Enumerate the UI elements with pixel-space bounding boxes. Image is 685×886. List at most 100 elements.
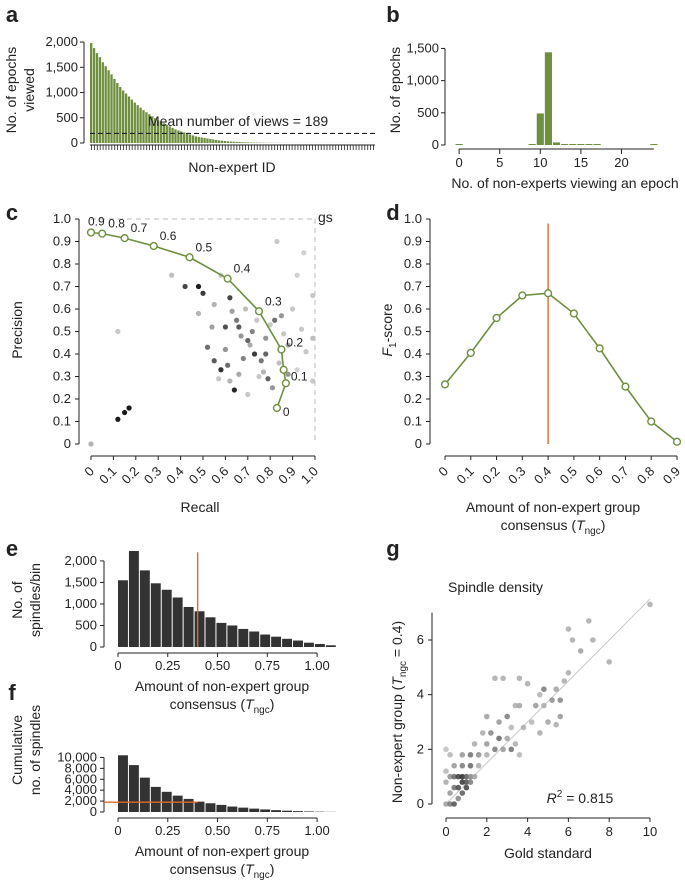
g-point [463, 784, 470, 791]
a-bar [241, 142, 244, 143]
c-point [260, 369, 267, 375]
c-y-tick-label: 0.6 [53, 301, 71, 316]
f-x-label-consensus: consensus (Tngc) [170, 861, 275, 881]
g-point [443, 801, 449, 807]
a-bar [200, 137, 203, 143]
g-point [561, 678, 568, 684]
c-point [236, 371, 242, 377]
e-x-tick-label: 0.25 [155, 658, 180, 673]
g-point [537, 691, 543, 698]
c-x-tick-label: 1.0 [298, 464, 321, 487]
g-point [557, 713, 564, 720]
d-f1-point [440, 380, 450, 389]
a-bar [217, 140, 221, 143]
b-x-tick-label: 10 [533, 155, 547, 170]
g-point [455, 773, 462, 780]
c-point [115, 416, 121, 422]
a-bar [101, 62, 104, 143]
panel-label-e: e [6, 536, 18, 561]
b-bar [455, 144, 463, 145]
g-point [447, 773, 453, 780]
a-y-label: No. of epochs [3, 47, 19, 133]
d-x-tick-label: 0.2 [479, 464, 502, 487]
g-point [565, 670, 572, 676]
e-bar [314, 643, 325, 647]
c-point [227, 295, 233, 301]
f-x-tick-label: 0.50 [205, 823, 230, 838]
g-point [492, 675, 498, 682]
c-curve-point [223, 274, 232, 283]
c-point [276, 360, 282, 366]
c-point [234, 317, 240, 323]
c-curve-label: 0.9 [88, 215, 105, 229]
c-curve-label: 0.7 [131, 221, 148, 235]
a-bar [156, 120, 160, 143]
d-x-tick-label: 0.5 [557, 464, 580, 487]
c-point [269, 385, 276, 391]
a-bar [90, 43, 93, 143]
c-y-tick-label: 0.3 [53, 369, 71, 384]
f-x-tick-label: 0.25 [155, 823, 180, 838]
a-bar [177, 130, 180, 143]
d-y-tick-label: 0.7 [404, 279, 422, 294]
c-y-tick-label: 0.8 [53, 256, 71, 271]
c-point [281, 331, 287, 337]
g-point [451, 773, 457, 780]
g-point [508, 746, 515, 753]
c-point [211, 301, 217, 308]
a-y-tick-label: 0 [71, 135, 78, 150]
a-bar [188, 134, 192, 143]
a-bar [171, 127, 174, 143]
e-bar [293, 640, 303, 647]
b-bar [650, 144, 658, 145]
g-point [586, 618, 592, 624]
g-x-tick-label: 8 [606, 824, 613, 839]
c-x-tick-label: 0.7 [231, 464, 254, 487]
c-curve-label: 0.1 [291, 369, 308, 383]
c-x-label: Recall [181, 499, 220, 515]
f-bar [194, 801, 205, 812]
g-point [541, 702, 547, 709]
c-point [285, 371, 291, 377]
g-point [647, 601, 653, 608]
g-point [508, 724, 515, 731]
panel-label-b: b [386, 2, 399, 27]
g-point [569, 637, 576, 643]
f-y-label: Cumulative [9, 715, 25, 785]
b-x-label: No. of non-experts viewing an epoch [451, 175, 678, 191]
g-point [467, 779, 474, 785]
c-point [278, 313, 284, 319]
e-bar [183, 606, 194, 647]
c-point [195, 283, 202, 290]
a-bar [174, 129, 177, 143]
c-point [209, 324, 215, 330]
a-bar [121, 90, 125, 143]
a-bar [104, 66, 107, 143]
c-y-tick-label: 0.2 [53, 391, 71, 406]
c-point [245, 391, 251, 398]
g-point [549, 697, 555, 703]
c-point [169, 272, 175, 278]
g-point [459, 773, 466, 780]
c-point [294, 367, 300, 373]
d-f1-point [647, 417, 656, 426]
c-point [310, 292, 316, 299]
c-curve-label: 0.5 [196, 240, 213, 254]
g-point [451, 784, 457, 791]
c-curve-point [254, 307, 264, 316]
b-x-tick-label: 0 [456, 155, 463, 170]
g-point [496, 735, 502, 742]
a-bar [226, 141, 229, 143]
c-y-tick-label: 0.1 [53, 414, 71, 429]
f-bar [227, 806, 238, 812]
c-y-tick-label: 0 [64, 436, 71, 451]
f-x-tick-label: 1.00 [304, 823, 329, 838]
f-bar [282, 810, 293, 812]
g-point [504, 713, 511, 720]
c-curve-label: 0.4 [234, 262, 251, 276]
f-bar [172, 795, 183, 812]
g-point [520, 724, 527, 731]
e-bar [282, 638, 293, 647]
e-bar [128, 551, 139, 647]
e-bar [249, 631, 260, 647]
